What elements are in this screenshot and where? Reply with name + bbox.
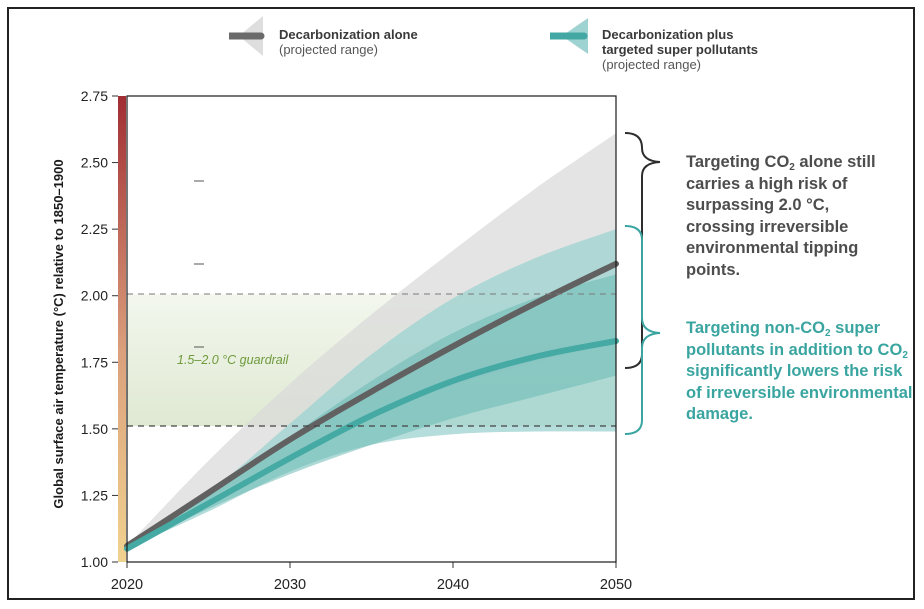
y-tick-label: 1.00 bbox=[81, 554, 108, 570]
plot-area-border bbox=[126, 95, 617, 563]
y-tick-label: 1.50 bbox=[81, 421, 108, 437]
y-tick-label: 2.25 bbox=[81, 221, 108, 237]
legend-item-plus: Decarbonization plus targeted super poll… bbox=[550, 12, 810, 77]
temperature-scale-bar bbox=[118, 96, 126, 562]
tick-layer: 1.00 1.25 1.50 1.75 2.00 2.25 2.50 2.75 2020 2030… bbox=[81, 88, 632, 593]
legend-title-alone: Decarbonization alone bbox=[279, 27, 418, 42]
bracket-teal bbox=[624, 225, 661, 435]
line-layer bbox=[124, 260, 619, 552]
y-tick-label: 2.50 bbox=[81, 155, 108, 171]
legend-sub-alone: (projected range) bbox=[279, 42, 378, 57]
annotation-grey-part2: alone still carries a high risk of surpa… bbox=[686, 153, 876, 279]
x-tick-label: 2040 bbox=[437, 577, 469, 593]
x-tick-label: 2050 bbox=[600, 577, 632, 593]
legend-item-alone: Decarbonization alone (projected range) bbox=[229, 12, 459, 57]
bracket-grey bbox=[624, 132, 661, 369]
legend-title-plus-2: targeted super pollutants bbox=[602, 42, 759, 57]
band-alone bbox=[127, 133, 616, 547]
y-axis-label: Global surface air temperature (°C) rela… bbox=[51, 159, 66, 508]
annotation-teal-part3: significantly lowers the risk of irrever… bbox=[686, 362, 913, 423]
legend-swatch-alone bbox=[229, 16, 265, 56]
y-tick-label: 2.00 bbox=[81, 288, 108, 304]
series-line-plus bbox=[124, 338, 619, 552]
guardrail-label: 1.5–2.0 °C guardrail bbox=[177, 353, 290, 367]
annotation-teal-sub1: 2 bbox=[825, 328, 831, 339]
x-tick-label: 2030 bbox=[274, 577, 306, 593]
annotation-teal-part2: super pollutants in addition to CO bbox=[686, 319, 903, 359]
annotation-teal: Targeting non-CO2 super pollutants in ad… bbox=[686, 318, 916, 426]
legend-title-plus-1: Decarbonization plus bbox=[602, 27, 734, 42]
annotation-teal-part1: Targeting non-CO bbox=[686, 319, 826, 337]
annotation-teal-sub2: 2 bbox=[902, 349, 908, 361]
annotation-grey: Targeting CO2 alone still carries a high… bbox=[686, 152, 901, 281]
legend-sub-plus: (projected range) bbox=[602, 57, 701, 72]
series-line-alone bbox=[124, 260, 619, 549]
y-tick-label: 1.75 bbox=[81, 354, 108, 370]
y-tick-label: 2.75 bbox=[81, 88, 108, 104]
annotation-grey-part1: Targeting CO bbox=[686, 153, 790, 171]
y-tick-label: 1.25 bbox=[81, 487, 108, 503]
legend-swatch-plus bbox=[550, 18, 588, 54]
x-tick-label: 2020 bbox=[111, 577, 143, 593]
annotation-grey-sub: 2 bbox=[789, 162, 795, 173]
